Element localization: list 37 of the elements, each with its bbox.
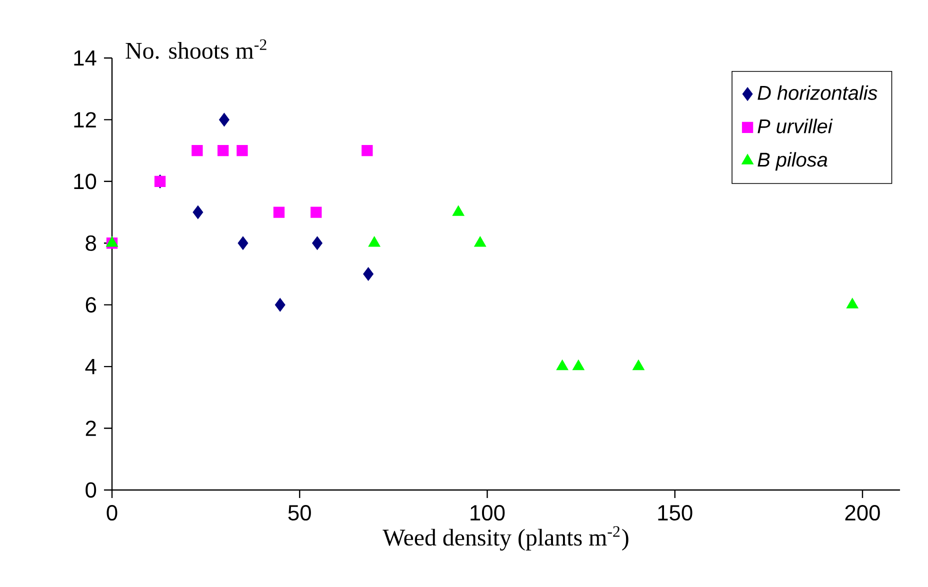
y-tick-label: 2 — [86, 420, 96, 436]
legend-label: B pilosa — [758, 152, 828, 171]
point — [452, 205, 464, 216]
y-tick-label: 14 — [74, 50, 96, 66]
point — [572, 360, 584, 370]
x-axis-title: Weed density (plants m$^{-2}$) — [382, 526, 628, 551]
point — [362, 144, 373, 156]
x-tick-label: 100 — [470, 505, 505, 521]
y-tick-label: 0 — [86, 482, 96, 498]
y-tick-label: 8 — [86, 235, 96, 251]
point — [274, 298, 286, 312]
y-tick-label: 10 — [74, 174, 96, 190]
point — [846, 298, 858, 308]
point — [192, 144, 203, 156]
point — [363, 267, 374, 281]
legend-label: D horizontalis — [758, 85, 878, 100]
x-tick-label: 0 — [106, 505, 118, 521]
legend-label: P urvillei — [758, 118, 833, 134]
point — [310, 206, 322, 218]
point — [218, 144, 229, 156]
y-axis-title: No. shoots m$^{-2}$ — [126, 39, 266, 59]
y-tick-label: 12 — [74, 112, 96, 128]
point — [368, 236, 380, 247]
point — [273, 206, 285, 218]
x-tick-label: 200 — [845, 505, 880, 521]
x-tick-label: 50 — [288, 505, 311, 521]
y-tick-label: 4 — [85, 359, 96, 374]
point — [192, 205, 204, 220]
point — [632, 360, 644, 370]
point — [312, 236, 322, 250]
point — [219, 112, 230, 126]
point — [236, 144, 248, 156]
point — [238, 236, 248, 250]
x-tick-label: 150 — [658, 505, 692, 521]
y-tick-label: 6 — [86, 297, 96, 313]
point — [474, 236, 486, 247]
point — [556, 360, 568, 370]
